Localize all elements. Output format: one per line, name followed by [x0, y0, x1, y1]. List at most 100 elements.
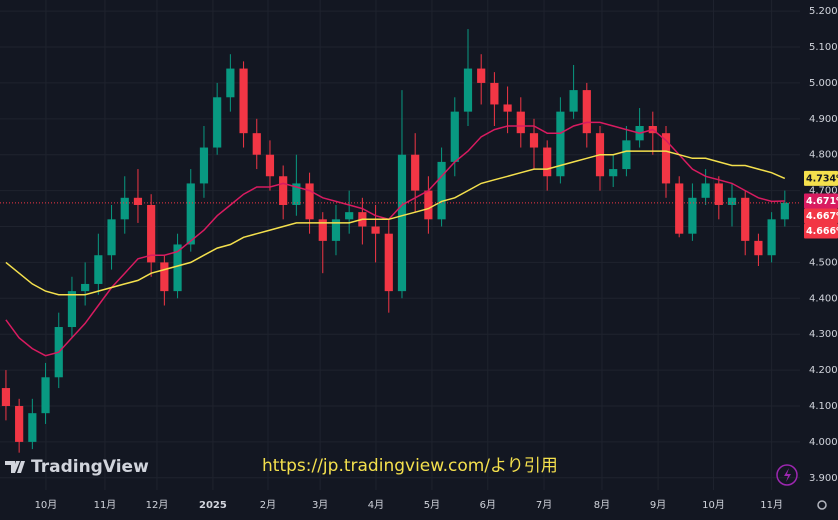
candle-body: [675, 183, 684, 234]
candle-body: [411, 154, 420, 191]
x-tick-label: 10月: [702, 499, 725, 511]
candle-body: [371, 226, 380, 234]
candle-body: [28, 413, 37, 442]
settings-button[interactable]: [817, 500, 827, 510]
candle-body: [265, 154, 275, 177]
candle-body: [661, 133, 671, 184]
candle-body: [688, 197, 697, 234]
candle-body: [477, 68, 486, 83]
candle-body: [622, 140, 631, 170]
x-tick-label: 9月: [650, 499, 666, 511]
y-tick-label: 5.100%: [809, 42, 838, 53]
source-note: https://jp.tradingview.com/より引用: [262, 456, 558, 476]
lightning-button[interactable]: [776, 464, 798, 486]
lightning-icon: [784, 468, 791, 482]
candle-body: [226, 68, 235, 98]
candle-body: [331, 219, 341, 241]
y-tick-label: 4.200%: [809, 365, 838, 376]
x-tick-label: 8月: [594, 499, 610, 511]
candle-body: [15, 406, 24, 442]
candle-body: [292, 183, 301, 205]
candle-body: [424, 190, 433, 220]
price-badge: [804, 223, 838, 239]
moving-average-line: [5, 150, 786, 296]
y-tick-label: 4.500%: [809, 257, 838, 268]
candle-body: [543, 147, 552, 177]
x-tick-label: 11月: [94, 499, 117, 511]
y-tick-label: 4.800%: [809, 150, 838, 161]
candle-body: [1, 388, 11, 406]
candle-body: [41, 377, 50, 414]
candle-body: [450, 111, 459, 162]
y-tick-label: 4.000%: [809, 437, 838, 448]
price-badge-label: 4.671%: [806, 196, 838, 207]
logo-icon: [5, 461, 25, 473]
x-tick-label: 10月: [35, 499, 58, 511]
candle-body: [199, 147, 209, 184]
x-tick-label: 4月: [368, 499, 384, 511]
candle-body: [556, 111, 565, 177]
candle-body: [397, 154, 407, 292]
x-tick-label: 2025: [199, 500, 227, 511]
x-tick-label: 3月: [312, 499, 328, 511]
price-badge-label: 4.666%: [806, 226, 838, 237]
candle-body: [345, 212, 354, 220]
candle-body: [529, 133, 539, 148]
candle-body: [754, 240, 763, 256]
candle-body: [120, 197, 129, 220]
candle-body: [727, 197, 737, 205]
x-tick-label: 2月: [260, 499, 276, 511]
candle-body: [569, 90, 578, 112]
x-tick-label: 6月: [480, 499, 496, 511]
candle-body: [160, 262, 169, 292]
price-badge: [804, 208, 838, 224]
y-tick-label: 4.100%: [809, 401, 838, 412]
candle-body: [780, 202, 789, 220]
price-badge-label: 4.734%: [806, 173, 838, 184]
candle-body: [252, 133, 261, 155]
candle-body: [701, 183, 710, 198]
candle-body: [305, 183, 314, 220]
price-badge-label: 4.667%: [806, 211, 838, 222]
candle-body: [81, 283, 90, 292]
price-badge: [804, 193, 838, 209]
y-tick-label: 4.400%: [809, 293, 838, 304]
y-tick-label: 5.200%: [809, 6, 838, 17]
watermark: TradingView: [31, 457, 149, 477]
y-tick-label: 5.000%: [809, 78, 838, 89]
candle-body: [609, 169, 618, 177]
price-badge: [804, 170, 838, 186]
candle-body: [239, 68, 248, 134]
plot: [0, 29, 800, 453]
candle-body: [516, 111, 525, 134]
y-tick-label: 4.700%: [809, 186, 838, 197]
candle-body: [503, 104, 512, 112]
y-tick-label: 4.900%: [809, 114, 838, 125]
y-tick-label: 4.300%: [809, 329, 838, 340]
candle-body: [437, 161, 446, 220]
x-tick-label: 5月: [424, 499, 440, 511]
candle-body: [107, 219, 116, 256]
candle-body: [767, 219, 776, 256]
candle-body: [741, 197, 750, 241]
candle-body: [186, 183, 195, 245]
candle-body: [213, 97, 222, 148]
y-tick-label: 3.900%: [809, 473, 838, 484]
candle-body: [94, 255, 103, 284]
candle-body: [318, 219, 327, 241]
logo: TradingView: [5, 457, 149, 477]
moving-average-line: [5, 121, 785, 357]
candle-body: [582, 90, 591, 134]
candle-body: [714, 183, 723, 205]
x-tick-label: 11月: [760, 499, 783, 511]
candle-body: [133, 197, 143, 205]
candle-body: [173, 244, 182, 292]
candle-body: [67, 291, 77, 328]
candle-body: [279, 176, 288, 205]
candle-body: [384, 233, 393, 292]
candle-body: [147, 204, 156, 263]
x-tick-label: 7月: [536, 499, 552, 511]
candle-body: [463, 68, 473, 112]
